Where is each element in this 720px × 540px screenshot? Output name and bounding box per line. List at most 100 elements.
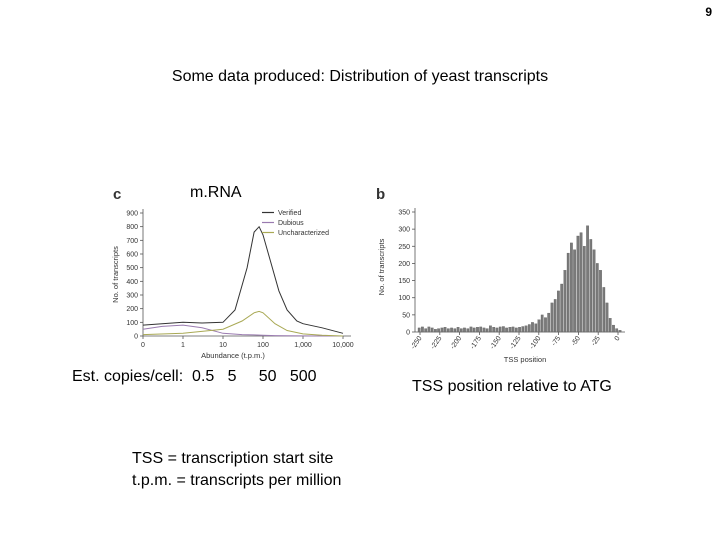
x-tick-label: -25 bbox=[590, 335, 602, 347]
bar bbox=[489, 325, 492, 333]
bar bbox=[527, 324, 531, 333]
bar bbox=[502, 326, 505, 333]
x-tick-label: -200 bbox=[449, 335, 463, 351]
bar bbox=[605, 302, 609, 333]
y-tick-label: 0 bbox=[134, 334, 138, 341]
y-tick-label: 50 bbox=[402, 312, 410, 319]
bar bbox=[463, 327, 466, 333]
bar bbox=[550, 302, 554, 333]
bar bbox=[430, 327, 434, 333]
series-line-uncharacterized bbox=[142, 310, 344, 337]
bar bbox=[434, 329, 437, 333]
bar bbox=[560, 283, 564, 333]
bar bbox=[427, 326, 431, 333]
y-tick-label: 150 bbox=[398, 278, 410, 285]
y-tick-label: 200 bbox=[126, 306, 138, 313]
x-tick-label: -175 bbox=[469, 335, 483, 351]
legend-label: Verified bbox=[278, 210, 301, 217]
bar bbox=[450, 327, 453, 333]
y-tick-label: 200 bbox=[398, 261, 410, 268]
definition-tss: TSS = transcription start site bbox=[132, 450, 334, 467]
bar bbox=[437, 328, 440, 333]
tss-caption: TSS position relative to ATG bbox=[412, 378, 612, 395]
bar bbox=[573, 249, 576, 333]
bar bbox=[495, 327, 499, 333]
bar bbox=[592, 249, 596, 333]
bar bbox=[505, 327, 508, 333]
series-line-dubious bbox=[142, 324, 343, 337]
y-axis-label: No. of transcripts bbox=[111, 246, 120, 303]
y-tick-label: 100 bbox=[126, 320, 138, 327]
x-tick-label: 0 bbox=[614, 335, 622, 342]
bar bbox=[472, 327, 476, 333]
bar bbox=[469, 326, 473, 333]
bar bbox=[579, 232, 583, 333]
x-tick-label: 10 bbox=[219, 342, 227, 349]
bar bbox=[524, 325, 528, 333]
y-tick-label: 400 bbox=[126, 279, 138, 286]
bar bbox=[544, 317, 547, 333]
bar bbox=[446, 328, 450, 333]
x-tick-label: 1 bbox=[181, 342, 185, 349]
bar bbox=[576, 235, 580, 333]
y-tick-label: 0 bbox=[406, 330, 410, 337]
bar bbox=[479, 326, 483, 333]
x-tick-label: -250 bbox=[410, 335, 424, 351]
bar bbox=[599, 270, 602, 333]
bar bbox=[521, 326, 525, 333]
bar bbox=[453, 328, 457, 333]
bar bbox=[563, 270, 567, 333]
bar bbox=[531, 322, 534, 333]
x-tick-label: -50 bbox=[570, 335, 582, 347]
y-tick-label: 300 bbox=[398, 227, 410, 234]
bar bbox=[508, 327, 512, 333]
y-tick-label: 100 bbox=[398, 295, 410, 302]
bar bbox=[498, 326, 502, 333]
bar bbox=[615, 328, 619, 333]
bar bbox=[618, 330, 622, 333]
legend-label: Uncharacterized bbox=[278, 230, 329, 237]
bar bbox=[476, 327, 479, 333]
x-tick-label: 0 bbox=[141, 342, 145, 349]
bar bbox=[537, 319, 541, 333]
legend-label: Dubious bbox=[278, 220, 304, 227]
bar bbox=[586, 225, 589, 333]
bar bbox=[424, 328, 428, 333]
y-tick-label: 300 bbox=[126, 293, 138, 300]
y-tick-label: 600 bbox=[126, 252, 138, 259]
x-tick-label: 10,000 bbox=[332, 342, 354, 349]
bar bbox=[514, 327, 518, 333]
panel-letter-c: c bbox=[113, 186, 122, 203]
bar bbox=[557, 290, 560, 333]
definition-tpm: t.p.m. = transcripts per million bbox=[132, 472, 342, 489]
bar bbox=[547, 312, 551, 333]
x-axis-label: Abundance (t.p.m.) bbox=[201, 351, 265, 360]
bar bbox=[612, 324, 615, 333]
slide-number: 9 bbox=[705, 5, 712, 19]
bar bbox=[595, 263, 599, 333]
bar bbox=[459, 328, 463, 333]
x-tick-label: -125 bbox=[509, 335, 523, 351]
y-tick-label: 250 bbox=[398, 244, 410, 251]
x-tick-label: -75 bbox=[551, 335, 563, 347]
y-tick-label: 700 bbox=[126, 238, 138, 245]
x-axis-label: TSS position bbox=[504, 355, 547, 364]
bar bbox=[511, 326, 515, 333]
series-line-verified bbox=[142, 225, 344, 334]
bar bbox=[589, 239, 593, 333]
bar bbox=[582, 246, 586, 333]
y-tick-label: 900 bbox=[126, 211, 138, 218]
bar bbox=[608, 318, 612, 333]
bar bbox=[602, 287, 606, 333]
estimated-copies-line: Est. copies/cell: 0.5 5 50 500 bbox=[72, 368, 317, 385]
bar bbox=[518, 327, 521, 333]
bar bbox=[540, 314, 544, 333]
x-tick-label: -100 bbox=[529, 335, 543, 351]
bar bbox=[421, 326, 424, 333]
bar bbox=[553, 299, 557, 333]
bar bbox=[492, 327, 496, 333]
x-tick-label: 1,000 bbox=[294, 342, 312, 349]
bar bbox=[440, 327, 444, 333]
